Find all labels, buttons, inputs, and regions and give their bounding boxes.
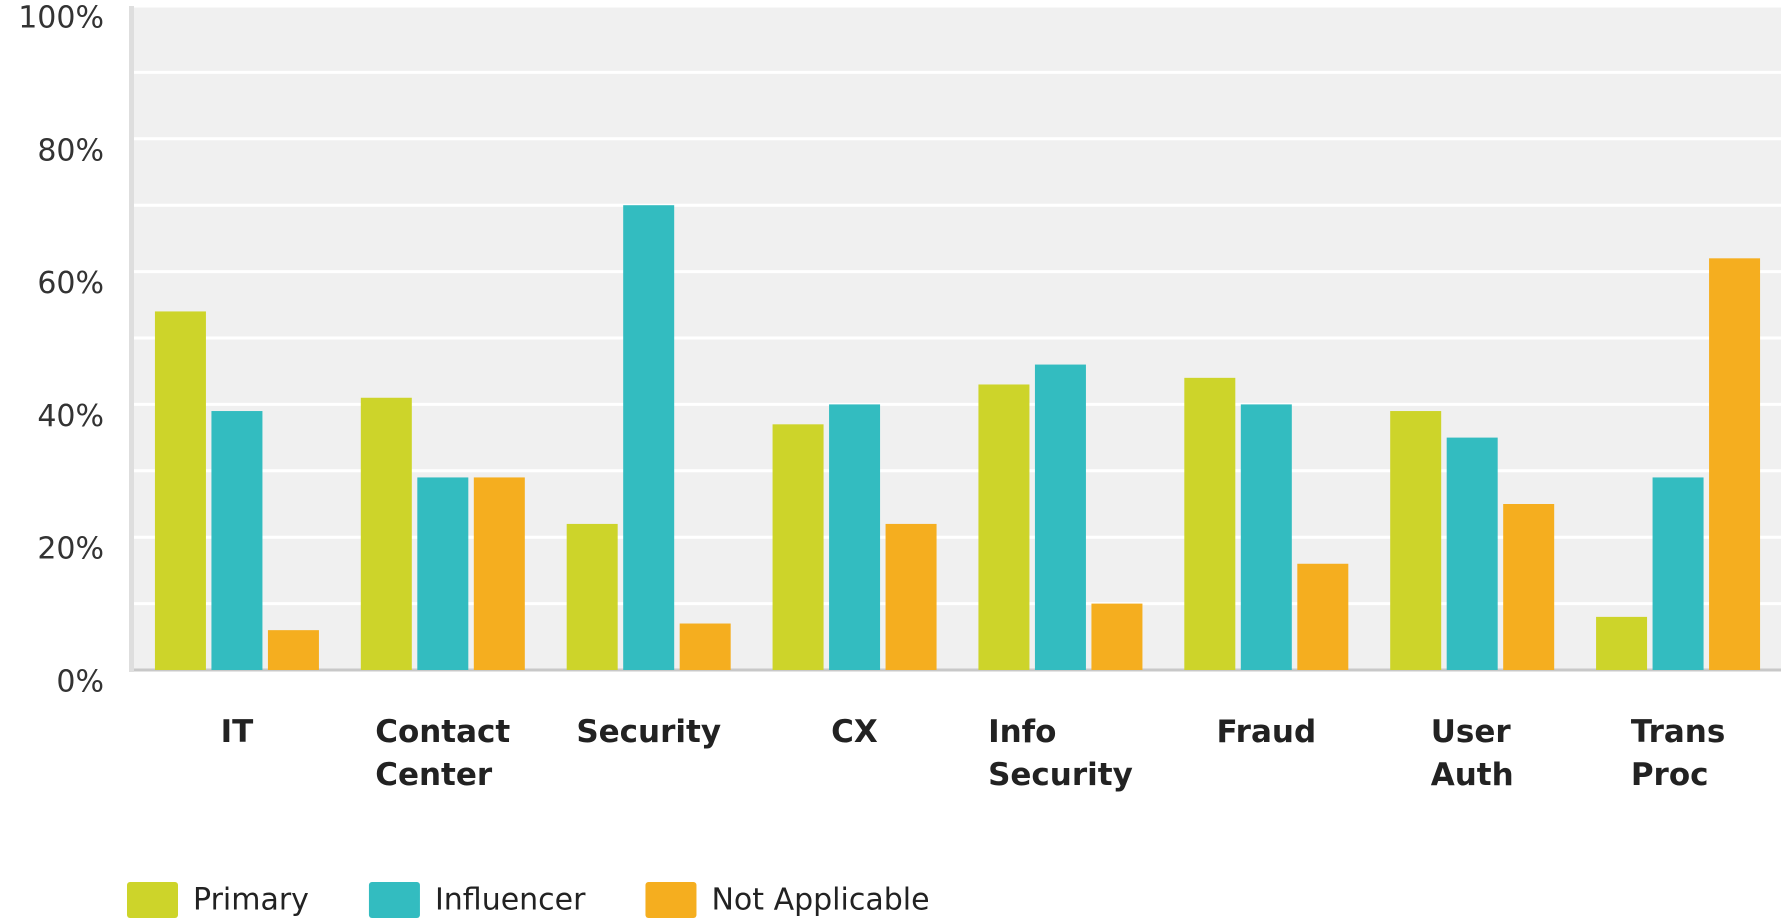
bar xyxy=(1390,411,1442,670)
bar xyxy=(473,477,525,670)
legend-swatch xyxy=(645,882,697,918)
bar xyxy=(267,630,319,670)
x-tick-label: Trans Proc xyxy=(1631,714,1725,793)
legend-swatch xyxy=(127,882,178,918)
legend-swatch xyxy=(368,882,420,918)
x-tick-label: Info Security xyxy=(988,714,1133,793)
bar xyxy=(1240,404,1292,670)
bar xyxy=(1297,563,1349,670)
y-tick-label: 40% xyxy=(37,399,104,434)
x-tick-label: CX xyxy=(831,714,878,750)
bar xyxy=(1652,477,1704,670)
bar xyxy=(679,623,731,670)
bar xyxy=(623,205,675,670)
bar xyxy=(1091,603,1143,670)
bar xyxy=(1596,616,1648,670)
y-tick-label: 100% xyxy=(18,1,104,36)
bar xyxy=(211,411,263,670)
bar xyxy=(1034,364,1086,670)
bar xyxy=(566,523,618,670)
bar xyxy=(1446,437,1498,670)
y-tick-label: 0% xyxy=(56,665,104,700)
bar xyxy=(885,523,937,670)
bar xyxy=(360,397,412,670)
x-tick-label: Fraud xyxy=(1216,714,1316,750)
x-tick-label: User Auth xyxy=(1431,714,1514,793)
bar xyxy=(1709,258,1761,670)
x-tick-label: Contact Center xyxy=(375,714,510,793)
bar xyxy=(1184,377,1236,670)
y-tick-label: 20% xyxy=(37,532,104,567)
bar xyxy=(772,424,824,670)
legend-label: Influencer xyxy=(435,883,586,918)
x-tick-label: IT xyxy=(221,714,254,750)
bar xyxy=(978,384,1030,670)
bar xyxy=(417,477,469,670)
legend-label: Primary xyxy=(193,883,309,918)
bar xyxy=(829,404,881,670)
y-axis-line xyxy=(129,6,134,672)
bar xyxy=(154,311,206,670)
x-tick-label: Security xyxy=(576,714,721,750)
y-tick-label: 80% xyxy=(37,133,104,168)
legend-label: Not Applicable xyxy=(711,883,929,918)
y-tick-label: 60% xyxy=(37,266,104,301)
bar xyxy=(1503,504,1555,670)
